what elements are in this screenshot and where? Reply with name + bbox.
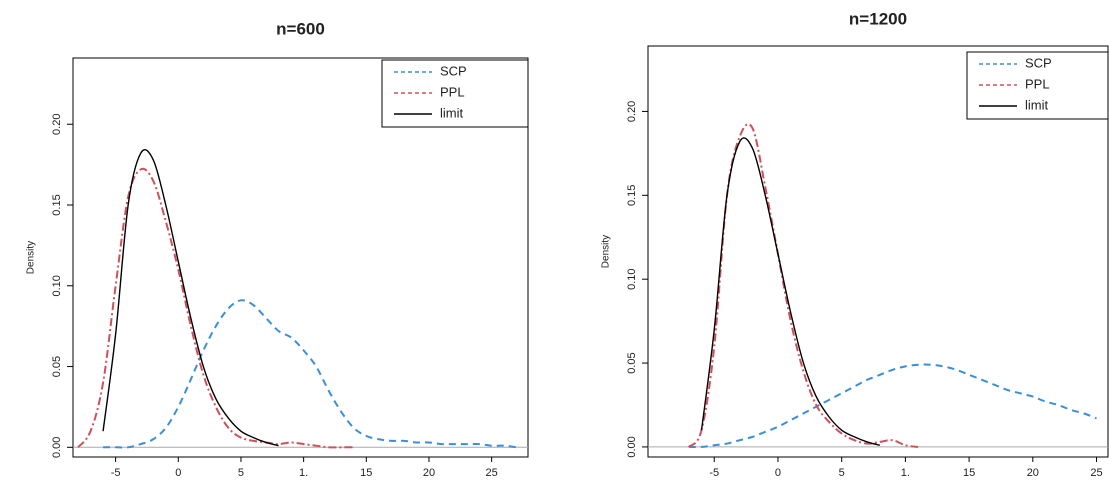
density-curve bbox=[103, 299, 517, 449]
y-tick-label: 0.20 bbox=[626, 101, 638, 122]
x-tick-label: -5 bbox=[111, 467, 121, 479]
legend-label: limit bbox=[440, 105, 463, 120]
density-curve bbox=[688, 363, 1097, 449]
chart-title: n=600 bbox=[276, 19, 325, 38]
chart-title: n=1200 bbox=[849, 9, 907, 28]
x-tick-label: 5 bbox=[238, 467, 244, 479]
x-tick-label: 15 bbox=[963, 467, 975, 479]
x-tick-label: 0 bbox=[175, 467, 181, 479]
y-tick-label: 0.00 bbox=[51, 437, 63, 458]
x-tick-label: 5 bbox=[839, 467, 845, 479]
legend-label: SCP bbox=[1025, 55, 1052, 70]
density-curve bbox=[77, 167, 354, 449]
legend-label: limit bbox=[1025, 97, 1048, 112]
y-tick-label: 0.05 bbox=[51, 356, 63, 377]
x-tick-label: 1. bbox=[901, 467, 910, 479]
y-axis-label: Density bbox=[26, 241, 37, 274]
y-tick-label: 0.00 bbox=[626, 436, 638, 457]
legend-label: SCP bbox=[440, 63, 467, 78]
legend-label: PPL bbox=[1025, 76, 1050, 91]
y-tick-label: 0.05 bbox=[626, 352, 638, 373]
density-curve bbox=[102, 149, 279, 447]
x-tick-label: 0 bbox=[775, 467, 781, 479]
x-tick-label: -5 bbox=[709, 467, 719, 479]
plot-frame bbox=[647, 45, 1109, 458]
legend-box bbox=[381, 59, 529, 128]
y-tick-label: 0.10 bbox=[51, 275, 63, 296]
x-tick-label: 20 bbox=[423, 467, 435, 479]
density-curve bbox=[700, 137, 881, 446]
y-tick-label: 0.10 bbox=[626, 268, 638, 289]
y-axis-label: Density bbox=[601, 235, 612, 268]
y-tick-label: 0.15 bbox=[626, 185, 638, 206]
x-tick-label: 25 bbox=[1090, 467, 1102, 479]
legend-label: PPL bbox=[440, 84, 465, 99]
x-tick-label: 15 bbox=[360, 467, 372, 479]
y-tick-label: 0.20 bbox=[51, 114, 63, 135]
density-curve bbox=[687, 123, 919, 448]
plot-frame bbox=[72, 57, 529, 458]
x-tick-label: 20 bbox=[1027, 467, 1039, 479]
x-tick-label: 25 bbox=[486, 467, 498, 479]
y-tick-label: 0.15 bbox=[51, 194, 63, 215]
legend-box bbox=[966, 51, 1109, 120]
x-tick-label: 1. bbox=[299, 467, 308, 479]
